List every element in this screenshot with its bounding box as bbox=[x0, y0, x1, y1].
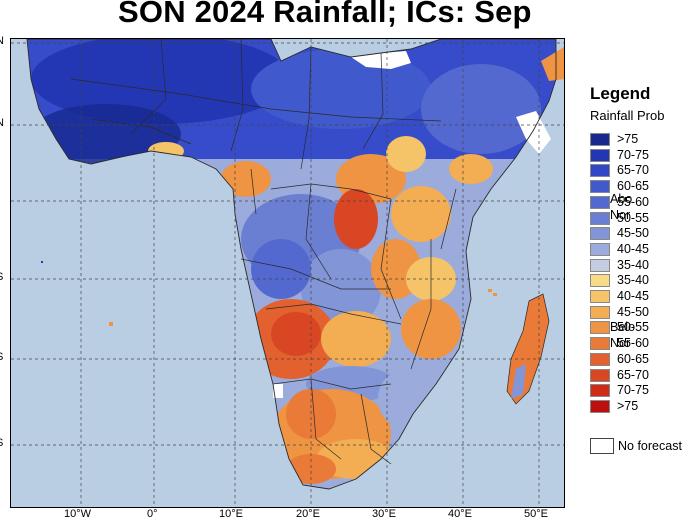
legend-label: 40-45 bbox=[617, 241, 649, 256]
lat-label: N bbox=[0, 35, 4, 47]
lat-label: S bbox=[0, 437, 3, 449]
legend-swatch bbox=[590, 211, 610, 225]
legend-label: 70-75 bbox=[617, 383, 649, 398]
legend-label: >75 bbox=[617, 132, 639, 146]
legend-item: 50-55 bbox=[590, 320, 649, 336]
legend-item: 50-55 bbox=[590, 211, 649, 227]
legend-swatch bbox=[590, 242, 610, 256]
legend-swatch bbox=[590, 133, 610, 146]
legend-label: 60-65 bbox=[617, 351, 649, 366]
legend-label: 35-40 bbox=[617, 257, 649, 272]
legend-swatch bbox=[590, 305, 610, 319]
legend-item: 45-50 bbox=[590, 226, 649, 242]
legend-swatch bbox=[590, 274, 610, 288]
legend-title: Legend bbox=[590, 84, 651, 103]
graticule bbox=[11, 39, 564, 507]
no-forecast-area bbox=[516, 111, 551, 154]
no-forecast-label: No forecast bbox=[618, 438, 682, 453]
country-borders bbox=[70, 39, 457, 465]
lon-label: 10°E bbox=[219, 508, 243, 520]
legend-label: 45-50 bbox=[617, 226, 649, 241]
legend-swatch bbox=[590, 352, 610, 366]
legend-item: 70-75 bbox=[590, 383, 649, 399]
legend-item: 55-60 bbox=[590, 336, 649, 352]
legend-swatch bbox=[590, 384, 610, 398]
no-forecast-key: No forecast bbox=[590, 437, 682, 455]
above-normal-label: Nor bbox=[610, 208, 631, 222]
legend-item: >75 bbox=[590, 399, 638, 415]
legend-label: 55-60 bbox=[617, 194, 649, 209]
legend-swatch bbox=[590, 164, 610, 178]
legend-label: 40-45 bbox=[617, 289, 649, 303]
legend-label: 35-40 bbox=[617, 273, 649, 288]
map-title: SON 2024 Rainfall; ICs: Sep bbox=[118, 0, 532, 29]
rainfall-field bbox=[27, 39, 556, 484]
legend-item: 45-50 bbox=[590, 305, 649, 321]
lat-label: S bbox=[0, 271, 3, 283]
island bbox=[488, 289, 492, 292]
legend-label: 60-65 bbox=[617, 179, 649, 194]
legend-label: 65-70 bbox=[617, 163, 649, 178]
island bbox=[41, 261, 43, 263]
legend-label: 70-75 bbox=[617, 147, 649, 162]
legend-swatch bbox=[590, 258, 610, 272]
legend-swatch bbox=[590, 368, 610, 382]
lon-label: 0° bbox=[147, 508, 158, 520]
legend-item: 65-70 bbox=[590, 368, 649, 384]
legend-item: 65-70 bbox=[590, 163, 649, 179]
legend-item: >75 bbox=[590, 132, 638, 148]
lon-label: 20°E bbox=[296, 508, 320, 520]
no-forecast-swatch bbox=[590, 437, 614, 454]
legend-item: 55-60 bbox=[590, 195, 649, 211]
legend-swatch bbox=[590, 399, 610, 413]
legend-label: 55-60 bbox=[617, 336, 649, 351]
legend-item: 40-45 bbox=[590, 242, 649, 258]
legend-item: 35-40 bbox=[590, 273, 649, 289]
above-normal-label: Abo bbox=[610, 192, 633, 206]
legend-swatch bbox=[590, 227, 610, 241]
legend-label: 50-55 bbox=[617, 320, 649, 335]
lon-label: 50°E bbox=[524, 508, 548, 520]
legend-label: 65-70 bbox=[617, 367, 649, 382]
lon-label: 10°W bbox=[64, 508, 92, 520]
legend: Legend Rainfall Prob bbox=[590, 84, 690, 123]
lat-label: N bbox=[0, 117, 4, 129]
legend-swatch bbox=[590, 148, 610, 162]
legend-label: 45-50 bbox=[617, 304, 649, 319]
legend-item: 70-75 bbox=[590, 148, 649, 164]
legend-item: 40-45 bbox=[590, 289, 649, 305]
legend-item: 35-40 bbox=[590, 258, 649, 274]
lon-label: 30°E bbox=[372, 508, 396, 520]
legend-label: 50-55 bbox=[617, 210, 649, 225]
arabia-corner bbox=[541, 47, 564, 81]
island bbox=[493, 293, 497, 296]
legend-item: 60-65 bbox=[590, 352, 649, 368]
legend-swatch bbox=[590, 195, 610, 209]
legend-swatch bbox=[590, 290, 610, 303]
island bbox=[109, 322, 113, 326]
rainfall-map bbox=[11, 39, 564, 507]
legend-item: 60-65 bbox=[590, 179, 649, 195]
legend-swatch bbox=[590, 337, 610, 351]
lat-label: S bbox=[0, 351, 3, 363]
below-normal-label: Nor bbox=[610, 336, 631, 350]
below-normal-label: Belo bbox=[610, 320, 636, 334]
map-panel[interactable] bbox=[10, 38, 565, 508]
legend-label: >75 bbox=[617, 398, 639, 413]
lon-label: 40°E bbox=[448, 508, 472, 520]
legend-swatch bbox=[590, 321, 610, 335]
legend-subtitle: Rainfall Prob bbox=[590, 108, 665, 123]
no-forecast-area bbox=[273, 384, 283, 398]
legend-swatch bbox=[590, 180, 610, 194]
